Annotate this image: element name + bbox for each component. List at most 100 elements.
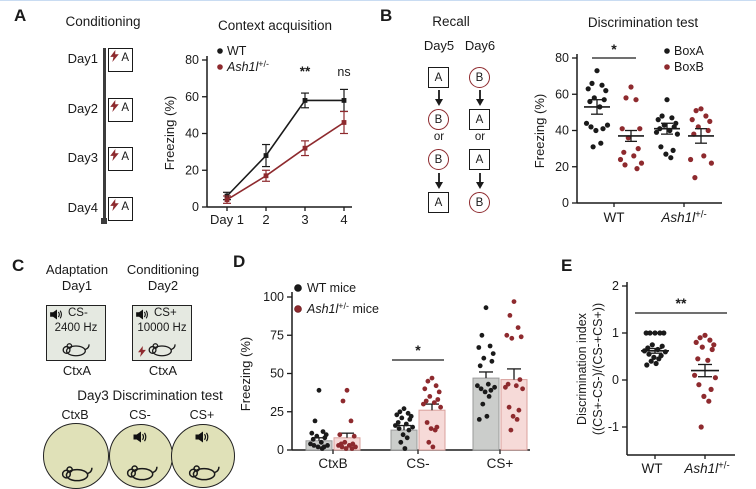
tspan-element: Ash1l [226, 60, 259, 74]
data-point [399, 415, 405, 421]
speaker-icon [195, 431, 209, 443]
tspan-element: Ash1l [683, 461, 719, 476]
data-point [705, 357, 711, 363]
data-point [475, 383, 480, 389]
data-point [485, 381, 491, 387]
speaker-icon [50, 309, 62, 320]
data-point [699, 344, 705, 350]
context-letter: A [475, 153, 484, 166]
context-letter: A [121, 52, 129, 64]
recall-day-header: Day5 [423, 38, 455, 53]
conditioning-day-label: Day1 [67, 51, 98, 66]
panel-b-label: B [380, 6, 393, 25]
data-point [517, 377, 523, 382]
data-point [508, 427, 514, 433]
data-point [661, 330, 667, 336]
tspan-element: +/- [338, 301, 349, 311]
tone-frequency: 2400 Hz [54, 322, 98, 334]
data-point [407, 417, 413, 422]
data-point [398, 439, 404, 445]
data-point [599, 82, 605, 88]
day3-test-title: Day3 Discrimination test [77, 388, 223, 403]
data-point [658, 144, 664, 150]
context-letter: A [434, 71, 443, 84]
conditioning-day-label: Day2 [67, 101, 98, 116]
data-point [663, 151, 669, 157]
legend-marker [217, 48, 223, 54]
data-point [659, 343, 665, 349]
mouse-icon [188, 465, 220, 481]
y-tick-label: 75 [270, 328, 284, 342]
context-b-circle: B [469, 67, 490, 88]
data-point [653, 129, 660, 135]
sequence-arrow [434, 90, 444, 106]
test-context-circle [171, 424, 235, 488]
data-point [430, 444, 436, 450]
context-name-label: CtxA [148, 363, 178, 378]
shock-icon [138, 346, 146, 357]
discrimination-index-chart: -1 0 1 2 Discrimination index ((CS+-CS-)/(CS-… [575, 279, 735, 476]
context-letter: B [475, 196, 484, 209]
data-point [692, 372, 698, 378]
speaker-icon [133, 431, 147, 443]
shock-icon [110, 100, 119, 112]
data-point [404, 435, 410, 441]
significance-label: * [415, 342, 421, 358]
data-point [669, 115, 675, 121]
data-point [263, 153, 269, 158]
data-point [435, 397, 441, 402]
data-point [431, 400, 437, 405]
top-border-line [0, 0, 756, 1]
y-tick-label: 20 [185, 163, 199, 177]
down-arrow-icon [476, 90, 484, 106]
data-point [514, 417, 520, 422]
cs-label: CS- [68, 307, 88, 319]
data-point [319, 446, 325, 451]
data-point [712, 375, 718, 381]
data-point [394, 412, 400, 418]
data-point [320, 429, 326, 434]
x-tick-label: CtxB [318, 456, 347, 471]
timeline-line [103, 48, 106, 220]
x-tick-label: 2 [262, 212, 269, 227]
legend-label: BoxA [674, 44, 705, 58]
freezing-bar-chart: 0 25 50 75 100 Freezing (%) CtxB CS- CS+ WT mice A… [238, 281, 530, 471]
context-letter: B [434, 113, 443, 126]
data-point [423, 398, 429, 404]
data-point [515, 325, 521, 330]
panel-c-label: C [12, 256, 25, 275]
data-point [655, 117, 661, 123]
context-session-box: CS- 2400 Hz [46, 305, 106, 361]
significance-label: ** [300, 64, 311, 79]
data-point [633, 97, 639, 103]
context-a-square: A [469, 109, 490, 130]
data-point [707, 118, 713, 124]
data-point [583, 120, 590, 126]
y-tick-label: 20 [555, 160, 569, 174]
data-point [481, 355, 487, 361]
series-line [226, 121, 345, 201]
legend-label: Ash1l+/- mice [306, 301, 379, 316]
panel-d-label: D [233, 252, 246, 271]
discrimination-test-chart: 0 20 40 60 80 Discrimination test Freezing (%)… [532, 15, 722, 225]
y-tick-label: 0 [192, 200, 199, 214]
conditioning-title: Conditioning [65, 14, 141, 29]
tspan-element: +/- [718, 461, 730, 472]
data-point [402, 446, 408, 451]
session-day-label: Day2 [147, 278, 179, 293]
data-point [480, 401, 486, 407]
y-tick-label: 80 [185, 53, 199, 67]
data-point [433, 383, 439, 389]
tspan-element: Ash1l [660, 210, 696, 225]
or-label: or [474, 131, 486, 143]
data-point [646, 351, 652, 357]
data-point [403, 421, 409, 427]
data-point [343, 446, 349, 451]
data-point [594, 68, 600, 74]
data-point [617, 156, 624, 163]
mouse-icon [62, 343, 90, 357]
y-tick-label: 40 [555, 124, 569, 138]
y-axis-formula: ((CS+-CS-)/(CS-+CS+)) [591, 303, 605, 435]
data-point [401, 406, 407, 412]
shock-icon [110, 50, 119, 62]
